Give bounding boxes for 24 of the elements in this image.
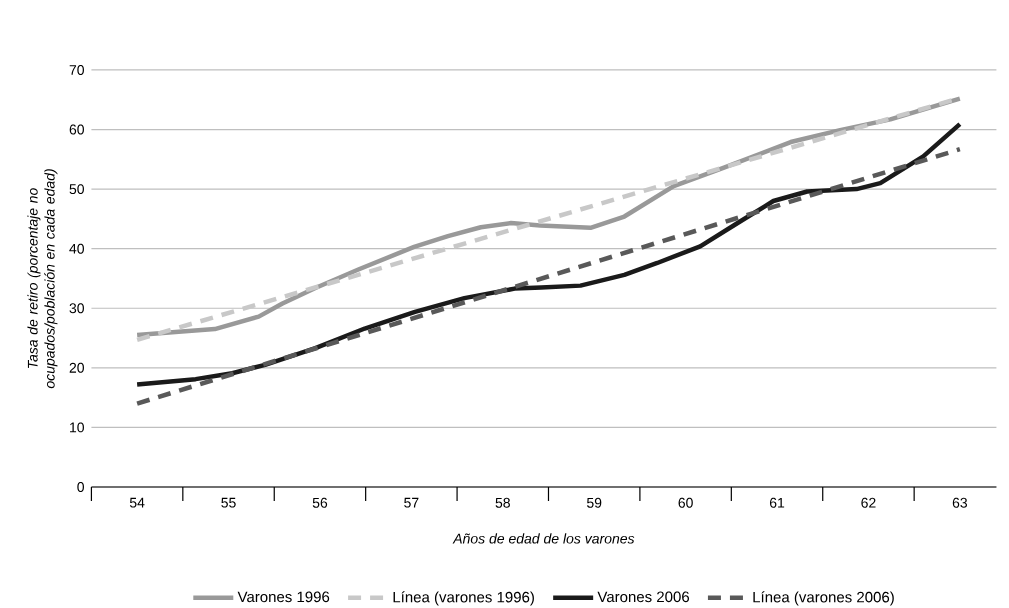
y-tick-label: 10 bbox=[70, 422, 84, 433]
legend-label: Línea (varones 1996) bbox=[393, 591, 534, 606]
y-tick-label: 30 bbox=[69, 303, 84, 314]
y-tick-label: 50 bbox=[69, 183, 84, 194]
x-axis-title: Años de edad de los varones bbox=[452, 533, 635, 544]
legend-label: Varones 2006 bbox=[597, 591, 690, 602]
x-tick-label: 54 bbox=[129, 497, 145, 508]
x-tick-label: 58 bbox=[495, 497, 510, 508]
x-tick-label: 57 bbox=[404, 497, 419, 508]
y-tick-label: 40 bbox=[69, 243, 84, 254]
x-tick-label: 60 bbox=[678, 497, 693, 508]
y-tick-label: 60 bbox=[69, 124, 84, 135]
legend-label: Línea (varones 2006) bbox=[753, 591, 894, 606]
x-tick-label: 63 bbox=[952, 497, 968, 508]
y-axis-title: Tasa de retiro (porcentaje no ocupados/población en cada edad) bbox=[27, 169, 58, 388]
y-tick-label: 20 bbox=[69, 362, 84, 373]
x-tick-label: 62 bbox=[861, 497, 876, 508]
x-tick-label: 59 bbox=[586, 497, 602, 508]
y-tick-label: 0 bbox=[77, 481, 84, 492]
x-tick-label: 61 bbox=[769, 497, 785, 508]
x-tick-label: 56 bbox=[312, 497, 328, 508]
x-tick-label: 55 bbox=[221, 497, 236, 508]
y-tick-label: 70 bbox=[69, 64, 84, 75]
legend-label: Varones 1996 bbox=[237, 591, 330, 602]
